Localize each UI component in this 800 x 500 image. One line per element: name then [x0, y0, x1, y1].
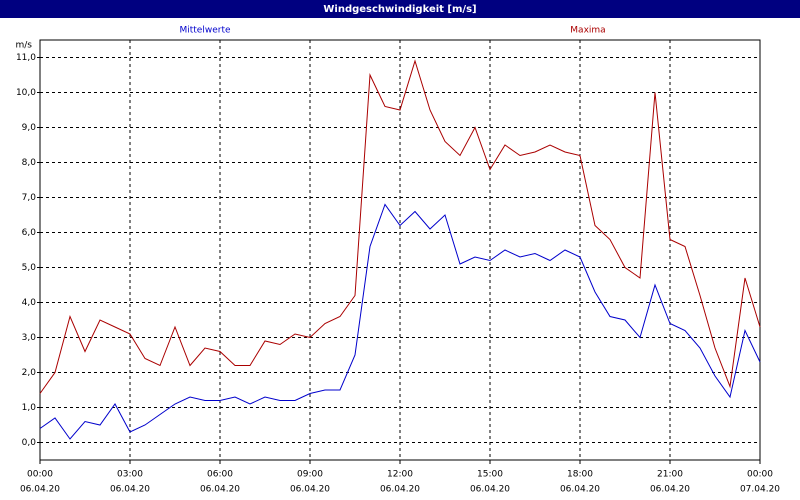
legend-label: Maxima [570, 26, 605, 36]
series-line [39, 59, 761, 394]
x-tick-label: 09:00 [297, 470, 323, 480]
x-tick-date: 06.04.20 [110, 485, 150, 495]
x-tick-date: 06.04.20 [470, 485, 510, 495]
y-tick-label: 10,0 [16, 88, 36, 98]
chart-title: Windgeschwindigkeit [m/s] [323, 4, 476, 15]
x-tick-date: 06.04.20 [20, 485, 60, 495]
legend-label: Mittelwerte [179, 26, 230, 36]
x-tick-label: 12:00 [387, 470, 413, 480]
x-tick-date: 06.04.20 [200, 485, 240, 495]
x-tick-date: 06.04.20 [290, 485, 330, 495]
y-tick-label: 0,0 [22, 438, 37, 448]
series-line [39, 203, 761, 440]
x-tick-label: 06:00 [207, 470, 233, 480]
y-tick-label: 7,0 [22, 193, 37, 203]
y-tick-label: 2,0 [22, 368, 37, 378]
title-bar [0, 0, 800, 18]
y-tick-label: 6,0 [22, 228, 37, 238]
y-tick-label: 9,0 [22, 123, 37, 133]
x-tick-label: 00:00 [27, 470, 53, 480]
y-unit: m/s [16, 41, 33, 51]
x-tick-date: 06.04.20 [560, 485, 600, 495]
y-tick-label: 8,0 [22, 158, 37, 168]
y-tick-label: 4,0 [22, 298, 37, 308]
y-tick-label: 5,0 [22, 263, 37, 273]
x-tick-label: 03:00 [117, 470, 143, 480]
x-tick-label: 21:00 [657, 470, 683, 480]
x-tick-date: 06.04.20 [380, 485, 420, 495]
x-tick-label: 00:00 [747, 470, 773, 480]
x-tick-date: 06.04.20 [650, 485, 690, 495]
y-tick-label: 11,0 [16, 53, 36, 63]
x-tick-label: 18:00 [567, 470, 593, 480]
x-tick-label: 15:00 [477, 470, 503, 480]
y-tick-label: 1,0 [22, 403, 37, 413]
y-tick-label: 3,0 [22, 333, 37, 343]
x-tick-date: 07.04.20 [740, 485, 780, 495]
